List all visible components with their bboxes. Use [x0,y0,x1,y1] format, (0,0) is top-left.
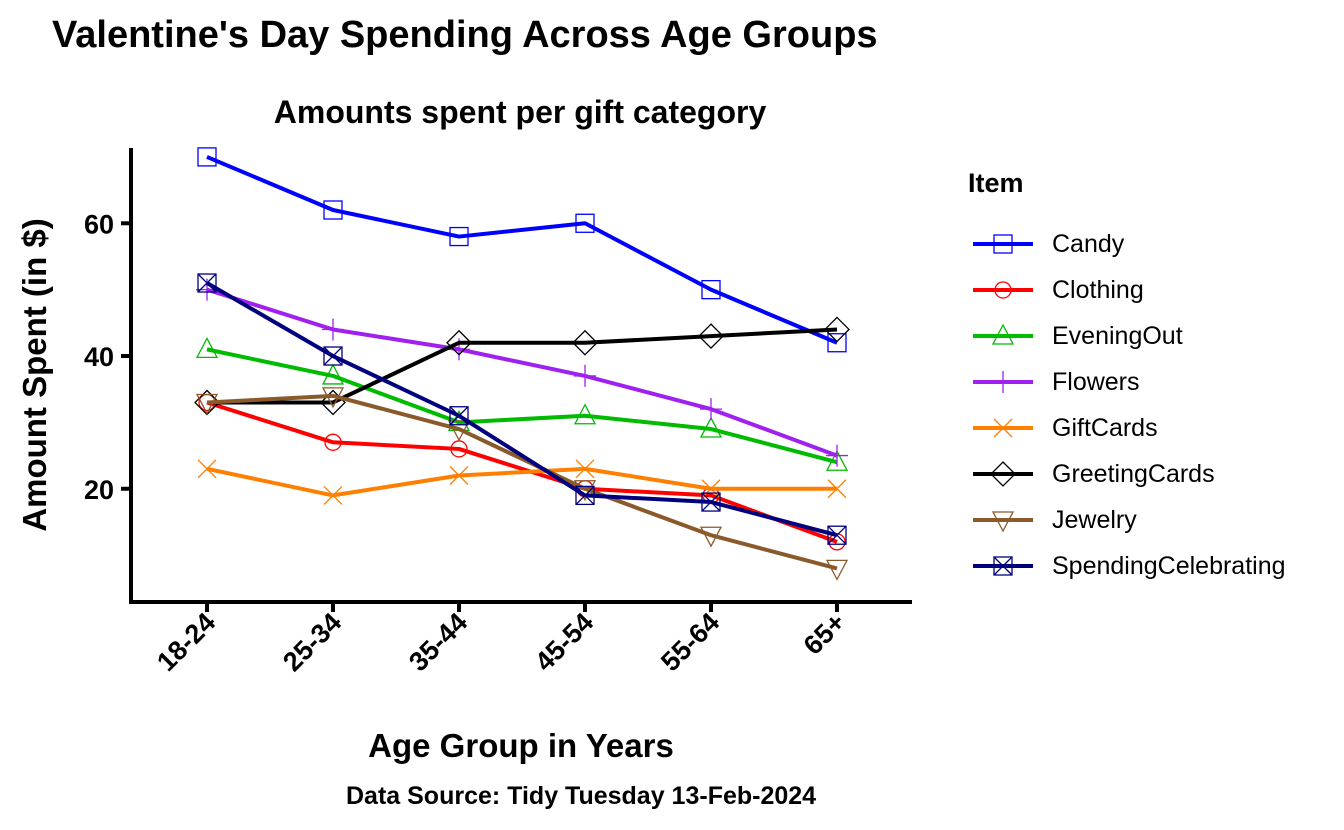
legend-label: SpendingCelebrating [1052,551,1286,580]
legend-key-marker [993,556,1013,576]
data-point [323,346,343,366]
legend-key [973,511,1033,533]
legend-key [973,461,1033,487]
data-point [575,485,595,506]
legend-item: Clothing [968,267,1286,313]
data-point [449,466,469,485]
data-point [321,363,345,385]
legend-key [973,418,1033,438]
x-tick-label: 25-34 [277,607,347,677]
legend-label: Candy [1052,229,1125,258]
series-line [207,327,838,405]
data-point [449,406,469,426]
data-point [321,387,345,409]
legend-item: SpendingCelebrating [968,543,1286,589]
series-Candy [197,147,847,353]
legend-key [973,281,1033,299]
legend-item: EveningOut [968,313,1286,359]
data-point [197,459,217,479]
legend-label: GreetingCards [1052,459,1215,488]
legend-key-marker [992,371,1014,393]
series-line [206,287,838,458]
data-point [825,559,849,581]
series-Jewelry [195,387,849,581]
data-point [323,485,343,505]
data-point [447,420,471,442]
legend-items: Candy Clothing EveningOut Flowers GiftCards G… [968,221,1286,589]
legend-key-marker [991,511,1015,533]
data-point [322,318,344,341]
y-tick-label: 20 [84,475,114,505]
data-point [827,525,847,545]
data-point [197,273,217,293]
x-tick-label: 45-54 [529,607,599,677]
series-SpendingCelebrating [197,273,847,545]
series-line [206,393,838,571]
chart-subtitle: Amounts spent per gift category [273,94,767,130]
legend-key [973,234,1033,254]
series-line [206,347,838,465]
legend-label: GiftCards [1052,413,1158,442]
legend-key-marker [994,281,1012,299]
legend-label: EveningOut [1052,321,1183,350]
data-point [701,492,721,512]
chart-title: Valentine's Day Spending Across Age Grou… [52,14,878,56]
series-line [206,466,837,498]
data-point [195,393,219,415]
x-tick-label: 18-24 [151,607,221,677]
data-point [323,200,343,220]
x-axis-title: Age Group in Years [368,727,674,764]
data-point [824,316,850,343]
data-point [700,398,722,421]
y-tick-label: 40 [84,342,114,372]
data-point [827,333,847,353]
data-point [572,329,598,356]
legend-key [973,556,1033,576]
data-point [698,323,724,350]
legend-label: Jewelry [1052,505,1137,534]
data-point [324,433,342,451]
data-point [574,364,596,387]
data-point [575,459,595,479]
legend-key [973,323,1033,345]
data-point [701,280,721,300]
data-point [826,444,848,467]
y-tick-label: 60 [84,209,114,239]
x-tick-label: 35-44 [403,607,473,677]
data-point [825,449,849,471]
legend: Item Candy Clothing EveningOut Flowers GiftC… [968,168,1286,589]
data-point [701,479,721,499]
data-point [575,213,595,233]
legend-label: Clothing [1052,275,1144,304]
chart-caption: Data Source: Tidy Tuesday 13-Feb-2024 [346,782,817,810]
legend-item: GiftCards [968,405,1286,451]
legend-key-marker [990,461,1016,487]
data-point [699,526,723,548]
x-tick-label: 65+ [798,607,852,661]
legend-item: Candy [968,221,1286,267]
legend-title: Item [968,168,1024,198]
data-point [195,336,219,359]
series-line [206,400,838,544]
y-axis-title: Amount Spent (in $) [16,218,53,531]
legend-item: GreetingCards [968,451,1286,497]
legend-key-marker [991,323,1015,345]
legend-item: Jewelry [968,497,1286,543]
x-tick-label: 55-64 [655,607,725,677]
series-line [206,155,838,345]
series-GiftCards [197,459,847,505]
data-point [699,416,723,438]
legend-key [973,371,1033,393]
legend-label: Flowers [1052,367,1140,396]
legend-key-marker [993,234,1013,254]
data-point [573,403,597,425]
legend-key-marker [993,418,1013,438]
data-point [827,479,847,499]
data-point [449,226,469,247]
series-line [205,281,838,538]
data-point [446,329,472,356]
legend-item: Flowers [968,359,1286,405]
data-point [197,147,217,167]
